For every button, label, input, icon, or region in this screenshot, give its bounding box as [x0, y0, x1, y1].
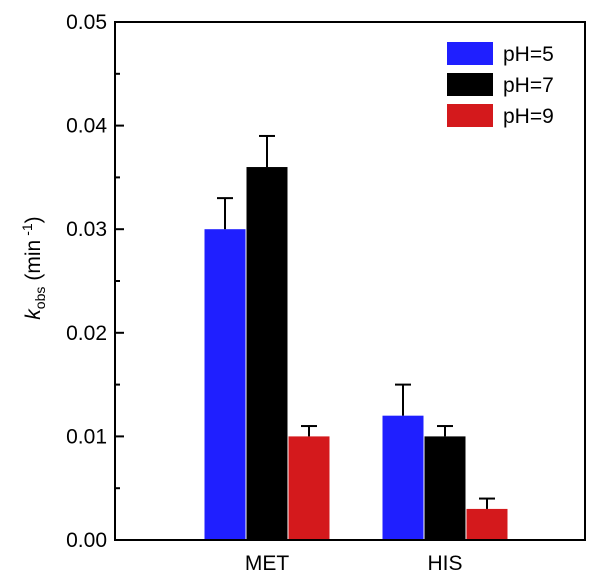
- legend-swatch: [447, 104, 493, 127]
- bars: [204, 134, 508, 541]
- legend-label: pH=7: [503, 74, 554, 97]
- y-tick-label: 0.00: [66, 529, 107, 552]
- plot-frame: [114, 21, 586, 541]
- y-tick-label: 0.03: [66, 218, 107, 241]
- y-tick-label: 0.04: [66, 115, 107, 138]
- legend: pH=5 pH=7 pH=9: [447, 42, 554, 128]
- x-tick-label-his: HIS: [427, 552, 462, 575]
- y-axis-title: kobs(min-1): [19, 216, 48, 319]
- legend-label: pH=5: [503, 43, 554, 66]
- bar-his-ph9: [466, 508, 508, 540]
- y-tick-label: 0.02: [66, 322, 107, 345]
- legend-swatch: [447, 73, 493, 96]
- x-tick-label-met: MET: [245, 552, 290, 575]
- bar-met-ph9: [288, 436, 330, 540]
- axes: [114, 21, 586, 541]
- bar-his-ph5: [382, 415, 424, 540]
- bar-met-ph5: [204, 229, 246, 540]
- legend-label: pH=9: [503, 105, 554, 128]
- ticks: 0.00 0.01 0.02 0.03 0.04 0.05 MET HIS: [66, 11, 462, 575]
- y-tick-label: 0.05: [66, 11, 107, 34]
- bar-met-ph7: [246, 167, 288, 541]
- bar-his-ph7: [424, 436, 466, 540]
- legend-swatch: [447, 42, 493, 65]
- y-tick-label: 0.01: [66, 425, 107, 448]
